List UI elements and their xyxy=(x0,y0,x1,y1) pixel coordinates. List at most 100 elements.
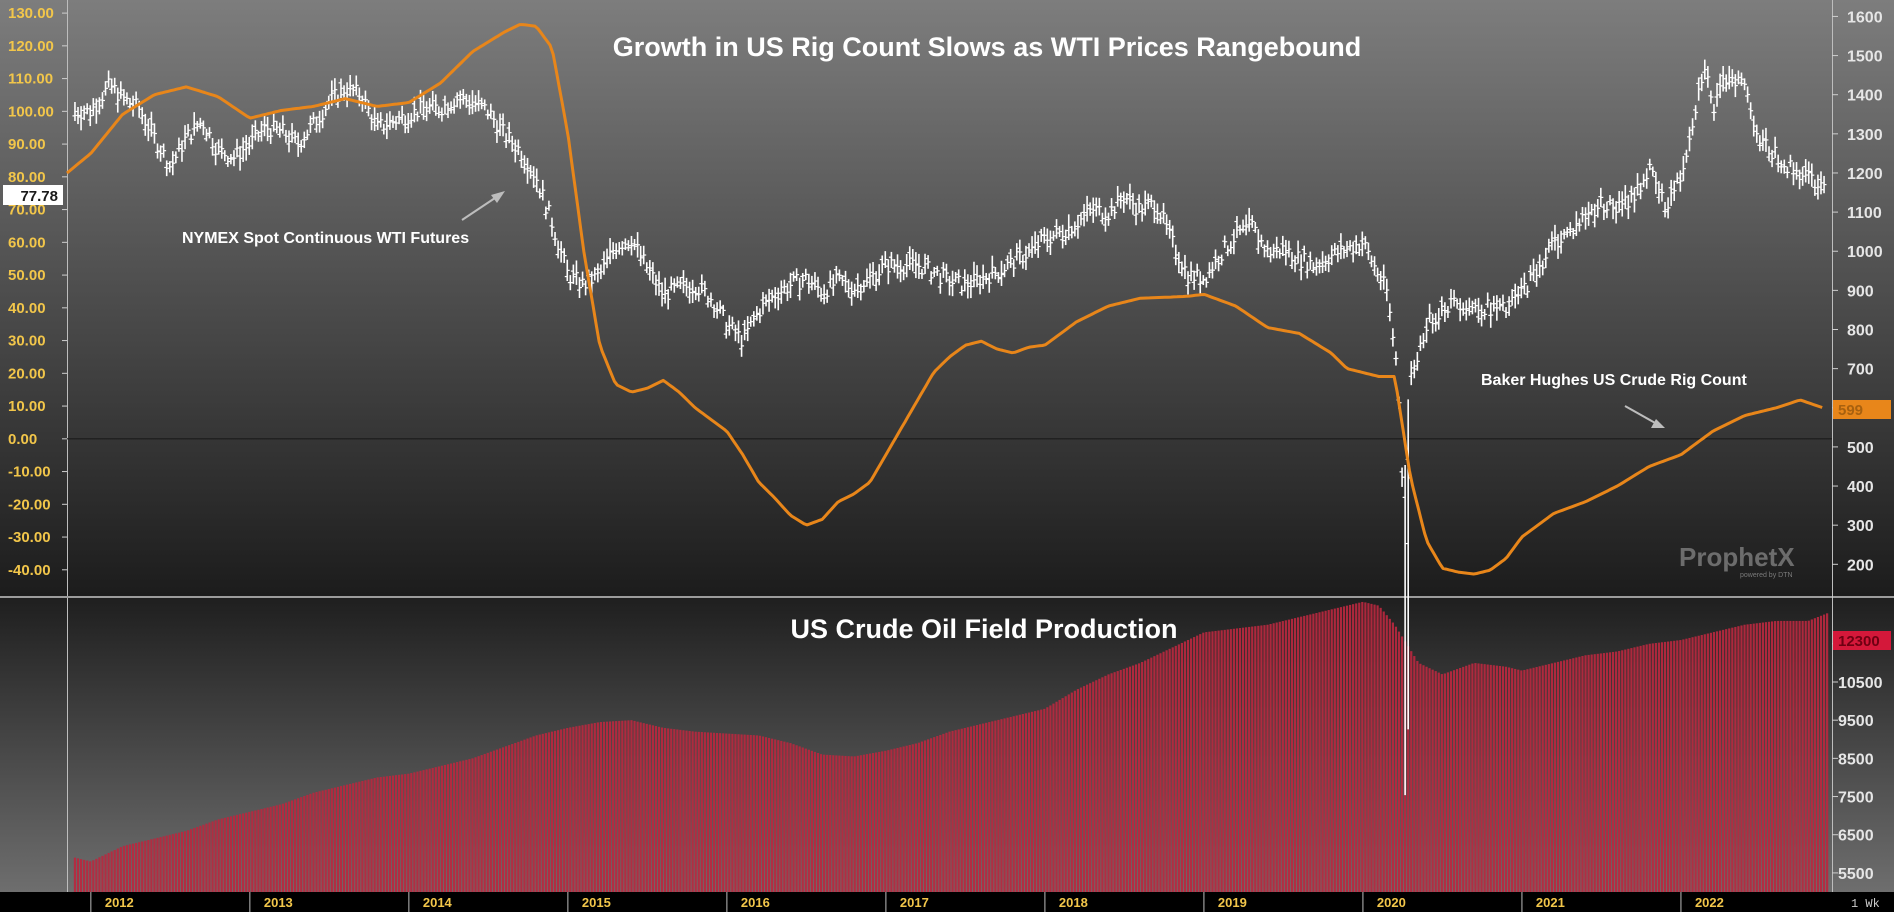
production-bar xyxy=(994,720,997,892)
production-bar xyxy=(1529,668,1532,892)
year-tick-label: 2012 xyxy=(105,895,134,910)
year-tick-label: 2015 xyxy=(582,895,611,910)
production-bar xyxy=(1137,663,1141,892)
production-bar xyxy=(229,816,233,892)
production-bar xyxy=(1040,709,1043,892)
production-bar xyxy=(144,840,147,892)
production-bar xyxy=(459,761,462,892)
production-bar xyxy=(991,721,994,892)
production-bar xyxy=(1034,711,1037,892)
production-bar xyxy=(816,753,820,892)
production-bar xyxy=(1079,687,1083,892)
production-bar xyxy=(153,838,156,892)
production-bar xyxy=(1819,615,1823,892)
production-bar xyxy=(664,728,667,892)
production-bar xyxy=(657,726,661,892)
production-bar xyxy=(887,750,890,892)
production-bar xyxy=(1749,623,1752,892)
production-bar xyxy=(608,721,612,892)
production-bar xyxy=(1740,625,1743,892)
production-bar xyxy=(1122,668,1125,892)
production-bar xyxy=(1153,656,1156,892)
production-bar xyxy=(1076,689,1080,892)
production-bar xyxy=(871,753,875,892)
production-bar xyxy=(1407,646,1410,892)
production-bar xyxy=(798,746,801,892)
production-bar xyxy=(1189,638,1193,892)
production-bar xyxy=(844,755,847,892)
production-bar xyxy=(150,839,153,892)
production-bar xyxy=(532,736,535,892)
tick-marks xyxy=(62,12,1838,874)
production-bar xyxy=(911,744,914,892)
production-bar xyxy=(1327,610,1330,892)
x-axis-strip xyxy=(0,892,1894,912)
production-bar xyxy=(1226,629,1229,892)
production-bar xyxy=(566,727,569,892)
production-bar xyxy=(1180,642,1183,892)
production-bar xyxy=(1575,657,1578,892)
production-bar xyxy=(413,772,416,892)
production-bar xyxy=(407,773,410,892)
production-bar xyxy=(220,818,223,892)
production-bar xyxy=(963,727,966,892)
production-bar xyxy=(456,762,459,892)
production-bar xyxy=(1434,671,1437,892)
production-bar xyxy=(260,809,263,892)
price-tick-label: 60.00 xyxy=(8,234,46,251)
production-bar xyxy=(1385,615,1388,892)
production-bar xyxy=(596,722,599,892)
production-bar xyxy=(575,726,578,892)
production-bar xyxy=(174,833,177,892)
price-tick-label: 120.00 xyxy=(8,38,54,55)
production-bar xyxy=(1446,672,1450,892)
price-tick-label: -40.00 xyxy=(8,562,51,579)
production-bar xyxy=(1440,674,1443,892)
production-bar xyxy=(1254,626,1257,892)
production-bar xyxy=(615,721,618,892)
production-bar xyxy=(342,785,346,892)
production-bar xyxy=(1767,621,1771,892)
production-bar xyxy=(495,749,499,892)
production-tick-label: 7500 xyxy=(1838,790,1874,807)
production-bar xyxy=(501,747,505,892)
production-bar xyxy=(547,732,551,892)
production-bar xyxy=(122,845,125,892)
production-bar xyxy=(1113,672,1116,892)
production-bar xyxy=(1416,660,1419,892)
production-bar xyxy=(1086,684,1089,892)
production-bar xyxy=(1761,622,1764,892)
production-bar xyxy=(914,743,917,892)
production-bar xyxy=(1397,631,1401,892)
production-bar xyxy=(1147,659,1150,892)
production-bar xyxy=(581,725,584,892)
production-bar xyxy=(1449,671,1453,892)
production-bar xyxy=(1651,643,1654,892)
production-bar xyxy=(315,791,318,892)
production-bar xyxy=(550,731,554,892)
rig-tick-label: 800 xyxy=(1847,323,1874,340)
production-bar xyxy=(777,740,780,892)
production-bar xyxy=(1725,629,1728,892)
production-bar xyxy=(1566,659,1569,892)
production-bar xyxy=(1238,628,1242,892)
production-bar xyxy=(128,844,132,892)
production-bar xyxy=(648,724,651,892)
production-bar xyxy=(553,730,557,892)
production-bar xyxy=(1101,677,1104,892)
production-bar xyxy=(1290,618,1294,892)
production-bar xyxy=(113,850,116,892)
rig-tick-label: 300 xyxy=(1847,518,1874,535)
production-bar xyxy=(1235,628,1239,892)
production-bar xyxy=(1618,651,1621,892)
production-bar xyxy=(703,732,706,892)
year-tick-label: 2014 xyxy=(423,895,453,910)
production-bar xyxy=(1758,622,1761,892)
production-bar xyxy=(446,764,450,892)
production-bar xyxy=(275,805,278,892)
production-bar xyxy=(621,720,624,892)
production-bar xyxy=(694,731,697,892)
production-bar xyxy=(358,781,361,892)
production-bar xyxy=(235,814,239,892)
production-bar xyxy=(309,793,312,892)
